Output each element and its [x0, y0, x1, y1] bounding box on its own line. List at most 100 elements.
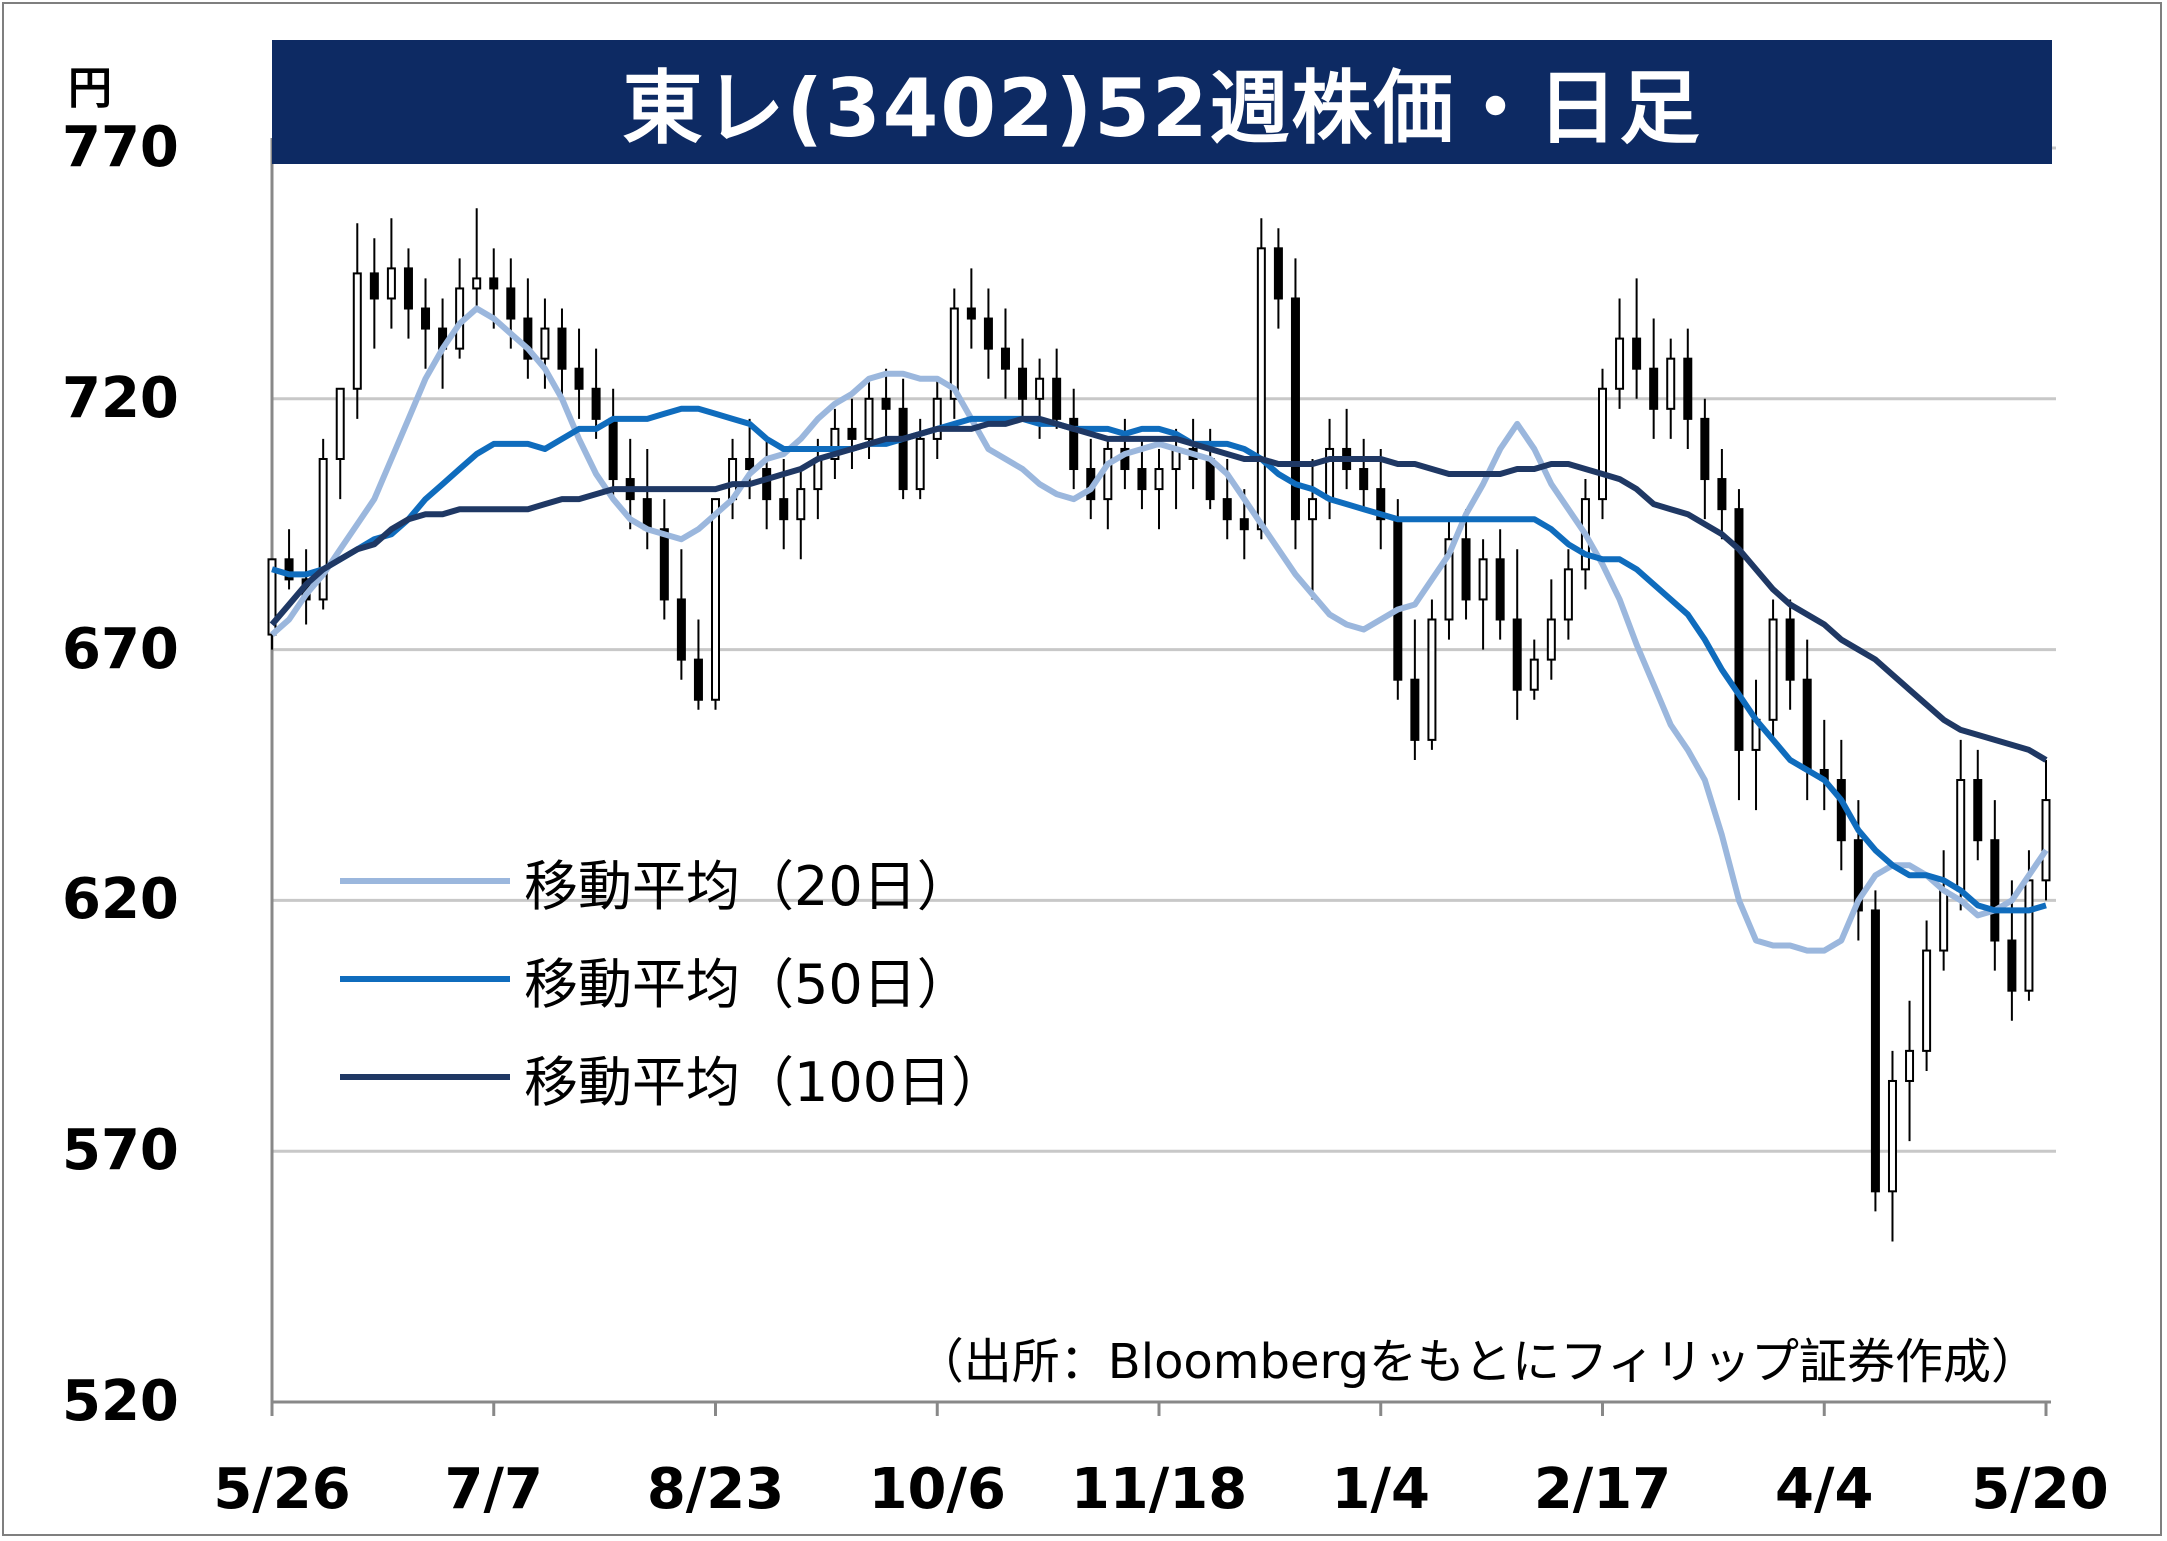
candle-body-up: [949, 307, 959, 400]
x-tick-label: 5/26: [213, 1457, 351, 1522]
candle-body-up: [1615, 337, 1625, 390]
candle-body-up: [386, 267, 396, 300]
candle-body-down: [762, 468, 772, 501]
candle: [1018, 338, 1028, 419]
candle-body-down: [693, 658, 703, 701]
candle: [421, 278, 431, 369]
candle-body-down: [847, 427, 857, 440]
candle: [1939, 850, 1949, 971]
candle: [335, 387, 345, 500]
candle: [2041, 759, 2051, 901]
candle-body-up: [472, 277, 482, 290]
candle: [1410, 619, 1420, 760]
candle-body-down: [745, 457, 755, 471]
ma-line-2: [269, 415, 2048, 763]
candle: [1086, 438, 1096, 520]
legend-swatch-ma20: [340, 878, 510, 884]
title-banner: 東レ(3402)52週株価・日足: [272, 40, 2052, 164]
candle-body-up: [1887, 1079, 1897, 1193]
candle-body-up: [1308, 498, 1318, 521]
candle: [1427, 599, 1437, 750]
legend-label-ma50: 移動平均（50日）: [524, 952, 971, 1016]
candle-body-up: [1666, 357, 1676, 410]
candle: [1359, 438, 1369, 510]
candle: [711, 498, 720, 710]
candle: [1683, 328, 1693, 449]
candle: [1461, 509, 1471, 620]
legend-item-ma20: 移動平均（20日）: [340, 832, 1005, 930]
candle: [284, 529, 294, 590]
candle-body-up: [1563, 568, 1573, 621]
candle-body-up: [1598, 387, 1607, 501]
candle: [642, 448, 652, 550]
candle-body-down: [1052, 377, 1062, 420]
candle-body-down: [966, 307, 976, 320]
candle-body-down: [1683, 357, 1693, 420]
candle-body-down: [1393, 518, 1403, 681]
candle-body-down: [284, 558, 294, 581]
candle: [847, 398, 857, 470]
candle-body-down: [1632, 337, 1642, 370]
candle-body-up: [1905, 1049, 1915, 1082]
candle-body-up: [1768, 618, 1778, 721]
candle: [1717, 448, 1727, 540]
candle: [1819, 719, 1829, 811]
candle: [881, 368, 891, 439]
x-tick-label: 5/20: [1971, 1457, 2109, 1522]
candle: [1956, 739, 1966, 911]
candle: [1870, 890, 1880, 1212]
legend-item-ma50: 移動平均（50日）: [340, 930, 1005, 1028]
candle-body-down: [1734, 508, 1744, 751]
candle-body-up: [1956, 779, 1966, 892]
candle: [369, 238, 379, 349]
candle: [1308, 458, 1318, 600]
y-tick-label: 670: [62, 616, 179, 682]
candle-body-down: [523, 317, 533, 360]
candle: [1103, 438, 1113, 530]
legend-label-ma100: 移動平均（100日）: [524, 1050, 1006, 1114]
legend-swatch-ma50: [340, 976, 510, 982]
candle-body-up: [352, 272, 362, 390]
y-tick-label: 620: [62, 867, 179, 933]
candle: [1649, 318, 1659, 439]
candle: [1768, 599, 1778, 740]
candle-body-up: [1444, 538, 1454, 621]
candle: [932, 378, 942, 459]
x-tick-label: 11/18: [1070, 1457, 1248, 1522]
candle: [591, 348, 601, 439]
candle-body-up: [830, 427, 840, 460]
candle: [1751, 679, 1761, 811]
candle-body-down: [1069, 417, 1079, 471]
x-tick-label: 7/7: [444, 1457, 543, 1522]
candle: [1546, 579, 1556, 680]
candle: [455, 258, 465, 359]
candle: [1325, 418, 1335, 520]
candle-body-down: [1717, 478, 1727, 511]
candle: [1666, 338, 1676, 439]
candle: [386, 218, 396, 329]
y-axis-unit: 円: [68, 63, 112, 114]
candle: [830, 408, 840, 480]
candle-body-up: [864, 397, 874, 440]
candle: [1598, 368, 1607, 520]
legend-swatch-ma100: [340, 1074, 510, 1080]
candle-body-up: [1939, 889, 1949, 952]
candle-body-up: [2024, 879, 2034, 992]
candle-body-up: [318, 457, 328, 601]
candle-body-up: [1035, 377, 1045, 400]
candle-body-up: [1256, 247, 1266, 531]
candle: [1393, 499, 1403, 700]
moving-average-lines: [269, 305, 2049, 954]
candle: [1154, 448, 1164, 530]
candle-body-down: [1018, 367, 1028, 400]
candle: [1069, 388, 1079, 490]
candle-body-up: [1154, 468, 1164, 491]
candle-body-down: [1870, 909, 1880, 1193]
candle: [949, 288, 959, 419]
candle-body-up: [335, 387, 345, 460]
candle-body-down: [1222, 498, 1232, 521]
legend-label-ma20: 移動平均（20日）: [524, 854, 971, 918]
candle-body-down: [1495, 558, 1505, 621]
candle-body-down: [1802, 678, 1812, 771]
